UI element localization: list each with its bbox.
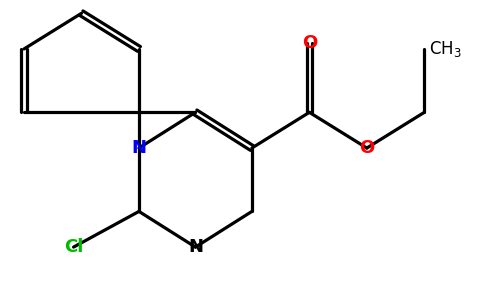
Text: CH$_3$: CH$_3$: [429, 39, 462, 59]
Text: O: O: [359, 139, 375, 157]
Text: O: O: [302, 34, 317, 52]
Text: Cl: Cl: [64, 238, 83, 256]
Text: N: N: [188, 238, 203, 256]
Text: N: N: [132, 139, 147, 157]
